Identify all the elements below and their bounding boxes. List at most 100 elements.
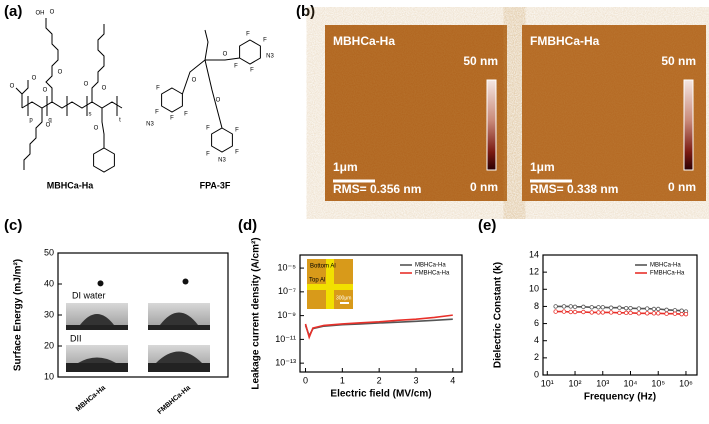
data-point — [589, 305, 594, 310]
data-point — [651, 306, 657, 312]
annotation: DI water — [72, 290, 106, 300]
atom-label: F — [170, 116, 174, 122]
structure-mbhca — [15, 18, 123, 173]
atom-label: F — [235, 128, 239, 134]
atom-label: O — [43, 88, 48, 94]
atom-label: O — [46, 123, 51, 129]
y-tick-label: 8 — [534, 301, 539, 311]
atom-label: O — [84, 82, 89, 88]
scale-bar-label: 1μm — [333, 160, 358, 174]
y-tick-label: 4 — [534, 335, 539, 345]
atom-label: F — [206, 126, 210, 132]
atom-label: O — [216, 98, 221, 104]
compound-name: FPA-3F — [200, 180, 231, 190]
x-tick-label: 2 — [377, 375, 382, 385]
x-tick-label: 0 — [303, 375, 308, 385]
atom-label: F — [234, 64, 238, 70]
annotation: Bottom Al — [310, 264, 336, 270]
data-point — [617, 310, 622, 316]
data-point — [628, 305, 633, 311]
y-tick-label: 0 — [534, 369, 539, 379]
data-point — [624, 310, 629, 316]
data-point — [600, 305, 605, 310]
y-tick-label: 10⁻¹³ — [275, 358, 296, 368]
data-point — [596, 305, 601, 310]
x-tick-label: 4 — [450, 375, 455, 385]
afm-image — [522, 25, 706, 201]
atom-label: F — [246, 32, 250, 38]
data-point — [97, 280, 104, 287]
series-line — [304, 314, 453, 340]
legend-label: FMBHCa-Ha — [650, 271, 685, 277]
data-point — [644, 306, 650, 311]
x-tick-label: 10⁶ — [679, 378, 693, 388]
annotation: Top Al — [309, 278, 325, 284]
atom-label: F — [184, 112, 188, 118]
data-point — [636, 306, 642, 311]
y-tick-label: 12 — [529, 267, 539, 277]
legend-label: MBHCa-Ha — [415, 263, 446, 269]
structure-fpa — [161, 29, 261, 153]
data-point — [553, 309, 558, 314]
atom-label: q — [48, 118, 51, 124]
atom-label: N3 — [218, 158, 226, 164]
annotation: DII — [70, 333, 82, 343]
y-tick-label: 10 — [529, 284, 539, 294]
panel-label: (d) — [238, 217, 257, 234]
scale-bar-label: 1μm — [530, 160, 555, 174]
y-tick-label: 10⁻⁵ — [278, 262, 297, 272]
atom-label: t — [119, 118, 121, 124]
legend-label: FMBHCa-Ha — [415, 271, 450, 277]
panel-label: (e) — [478, 217, 496, 234]
atom-label: O — [50, 10, 55, 16]
data-point — [664, 307, 669, 313]
y-tick-label: 6 — [534, 318, 539, 328]
atom-label: O — [223, 52, 228, 58]
droplet-photo — [66, 303, 210, 372]
colorbar-max: 50 nm — [661, 54, 696, 68]
data-point — [572, 304, 578, 310]
data-point — [656, 306, 661, 312]
x-tick-label: 10³ — [596, 378, 609, 388]
data-point — [644, 311, 650, 316]
data-point — [628, 310, 633, 316]
data-point — [182, 278, 189, 285]
data-point — [600, 310, 605, 315]
afm-title: MBHCa-Ha — [333, 34, 395, 48]
y-tick-label: 10⁻⁷ — [278, 286, 296, 296]
inset-photo — [307, 259, 353, 309]
y-axis-title: Leakage current density (A/cm²) — [251, 237, 262, 389]
data-point — [561, 309, 567, 314]
x-tick-label: MBHCa-Ha — [75, 385, 107, 414]
data-point — [572, 309, 578, 315]
atom-label: F — [156, 86, 160, 92]
data-point — [553, 304, 558, 309]
data-point — [596, 310, 601, 315]
rms-label: RMS= 0.356 nm — [333, 182, 421, 196]
atom-label: O — [102, 86, 107, 92]
y-tick-label: 50 — [44, 247, 54, 257]
atom-label: O — [58, 70, 63, 76]
data-point — [664, 311, 669, 316]
data-point — [636, 311, 642, 316]
data-point — [651, 311, 657, 316]
y-axis-title: Dielectric Constant (k) — [493, 262, 504, 368]
atom-label: O — [94, 126, 99, 132]
atom-label: N3 — [266, 54, 274, 60]
data-point — [589, 310, 594, 315]
panel-label: (b) — [296, 3, 315, 20]
atom-label: O — [10, 84, 15, 90]
panel-label: (c) — [4, 217, 22, 234]
x-axis-title: Frequency (Hz) — [584, 392, 656, 403]
data-point — [608, 310, 614, 315]
data-point — [683, 311, 689, 317]
afm-title: FMBHCa-Ha — [530, 34, 600, 48]
x-tick-label: 10⁴ — [624, 378, 638, 388]
x-tick-label: 10¹ — [541, 378, 554, 388]
data-point — [672, 311, 678, 316]
annotation: 300μm — [336, 295, 351, 301]
atom-label: N3 — [146, 122, 154, 128]
panel-label: (a) — [4, 3, 22, 20]
y-tick-label: 10 — [44, 371, 54, 381]
